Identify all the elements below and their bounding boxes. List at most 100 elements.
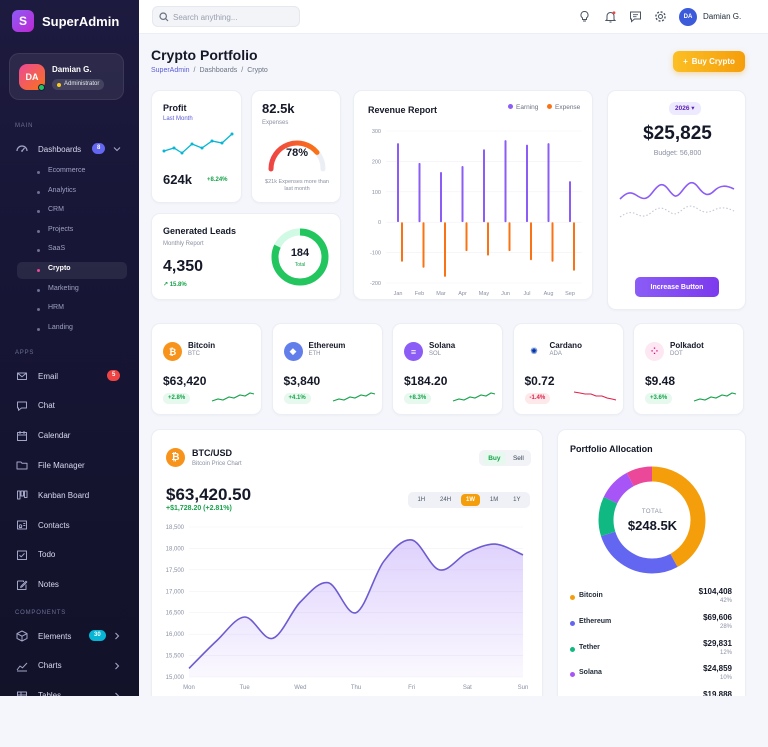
budget-label: Budget: 56,800 [653, 150, 702, 157]
chevron-right-icon [115, 632, 120, 640]
topbar: DA Damian G. [139, 0, 768, 34]
earning-bar [504, 140, 507, 223]
buy-toggle[interactable]: Buy [483, 451, 506, 465]
expense-bar [573, 222, 575, 271]
sidebar-item-kanban-board[interactable]: Kanban Board [0, 485, 139, 505]
legend-coin-name: Solana [579, 669, 602, 677]
increase-button[interactable]: Increase Button [635, 277, 719, 297]
x-tick-label: Aug [544, 291, 554, 297]
coin-symbol: ADA [549, 351, 562, 357]
coin-symbol: DOT [670, 351, 683, 357]
range-option-1m[interactable]: 1M [489, 497, 499, 503]
sidebar-subitem-landing[interactable]: Landing [0, 321, 139, 338]
sidebar-subitem-label: Analytics [48, 186, 77, 194]
chart-icon [16, 662, 28, 672]
sidebar-subitem-hrm[interactable]: HRM [0, 301, 139, 318]
coin-price: $3,840 [283, 374, 321, 388]
sidebar-subitem-label: Crypto [48, 265, 71, 272]
legend-coin-percent: 12% [719, 649, 732, 656]
legend-coin-percent: 28% [719, 623, 732, 630]
bullet-icon [37, 269, 40, 272]
sidebar-item-chat[interactable]: Chat [0, 396, 139, 416]
generated-leads-card: Generated Leads Monthly Report 4,350 ↗ 1… [151, 213, 341, 300]
sidebar-item-calendar[interactable]: Calendar [0, 426, 139, 446]
range-option-1h[interactable]: 1H [417, 497, 426, 503]
sidebar-item-email[interactable]: Email 5 [0, 366, 139, 386]
search-box[interactable] [152, 6, 300, 27]
bullet-icon [37, 249, 40, 253]
user-card[interactable]: DA Damian G. Administrator [9, 53, 124, 100]
sell-toggle[interactable]: Sell [512, 454, 524, 462]
y-tick-label: 18,500 [166, 525, 185, 531]
sidebar-subitem-crm[interactable]: CRM [0, 203, 139, 220]
y-tick-label: 100 [372, 190, 381, 196]
profit-change: +8.24% [207, 177, 228, 183]
coin-card-eth[interactable]: ◆ Ethereum ETH $3,840 +4.1% [271, 323, 383, 415]
sidebar-item-notes[interactable]: Notes [0, 575, 139, 595]
sidebar-subitem-marketing[interactable]: Marketing [0, 282, 139, 299]
sidebar-item-charts[interactable]: Charts [0, 656, 139, 676]
solana-icon: ≡ [404, 342, 423, 361]
sidebar-subitem-ecommerce[interactable]: Ecommerce [0, 164, 139, 181]
allocation-title: Portfolio Allocation [570, 444, 653, 454]
coin-card-dot[interactable]: ⁘ Polkadot DOT $9.48 +3.6% [633, 323, 744, 415]
gear-icon[interactable] [654, 10, 667, 23]
sidebar-item-label: Elements [38, 631, 72, 641]
sidebar-item-label: Dashboards [38, 144, 82, 154]
coin-card-sol[interactable]: ≡ Solana SOL $184.20 +8.3% [392, 323, 503, 415]
legend-earning: Earning [508, 104, 538, 111]
breadcrumb-link[interactable]: Dashboards [199, 67, 238, 74]
message-icon[interactable] [629, 10, 642, 23]
calendar-icon [17, 430, 27, 441]
sidebar-item-todo[interactable]: Todo [0, 545, 139, 565]
year-select-value: 2026 [675, 105, 690, 112]
coin-price: $0.72 [524, 374, 555, 388]
budget-value: $25,825 [643, 123, 712, 144]
year-select[interactable]: 2026 ▾ [669, 102, 701, 115]
folder-icon [16, 461, 28, 470]
topbar-user-name[interactable]: Damian G. [703, 12, 742, 21]
sidebar-subitem-saas[interactable]: SaaS [0, 242, 139, 259]
earning-bar [569, 181, 571, 223]
sidebar-item-label: Contacts [38, 520, 70, 530]
search-input[interactable] [173, 10, 295, 24]
sidebar-item-tables[interactable]: Tables [0, 686, 139, 696]
lightbulb-icon[interactable] [578, 10, 591, 23]
range-option-1w[interactable]: 1W [460, 494, 480, 506]
legend-earning-swatch [508, 104, 513, 109]
expense-bar [551, 222, 554, 262]
buy-crypto-button[interactable]: + Buy Crypto [673, 51, 745, 72]
sidebar-subitem-projects[interactable]: Projects [0, 223, 139, 240]
dashboards-count-badge: 8 [92, 143, 106, 154]
sidebar-item-file-manager[interactable]: File Manager [0, 455, 139, 475]
sidebar-subitem-label: Marketing [48, 284, 79, 292]
expenses-card: 82.5k Expenses 78% $21k Expenses more th… [251, 90, 341, 203]
coin-change-badge: -1.4% [524, 393, 551, 404]
y-tick-label: 200 [372, 159, 381, 165]
expense-bar [444, 222, 446, 277]
user-name: Damian G. [52, 65, 92, 74]
avatar[interactable]: DA [679, 8, 697, 26]
sidebar-item-elements[interactable]: Elements 30 [0, 626, 139, 646]
breadcrumb-separator: / [241, 67, 244, 74]
bell-icon[interactable] [604, 10, 617, 23]
breadcrumb-link[interactable]: SuperAdmin [151, 67, 190, 74]
sidebar-item-dashboards[interactable]: Dashboards 8 [0, 139, 139, 159]
y-tick-label: 15,000 [166, 675, 185, 681]
x-tick-label: Apr [458, 291, 467, 297]
coin-card-ada[interactable]: ✺ Cardano ADA $0.72 -1.4% [512, 323, 624, 415]
bullet-icon [37, 308, 40, 312]
brand[interactable]: S SuperAdmin [12, 10, 119, 32]
sidebar-item-contacts[interactable]: Contacts [0, 515, 139, 535]
polkadot-icon: ⁘ [645, 342, 664, 361]
legend-coin-name: Tether [579, 643, 600, 651]
range-option-1y[interactable]: 1Y [513, 497, 521, 503]
breadcrumb-current: Crypto [247, 67, 268, 74]
sidebar-subitem-crypto[interactable]: Crypto [17, 262, 127, 279]
range-option-24h[interactable]: 24H [440, 497, 452, 503]
allocation-donut-chart [598, 466, 706, 574]
search-icon [159, 12, 169, 22]
coin-card-btc[interactable]: ₿ Bitcoin BTC $63,420 +2.8% [151, 323, 262, 415]
sidebar-subitem-analytics[interactable]: Analytics [0, 184, 139, 201]
cube-icon [16, 630, 28, 642]
